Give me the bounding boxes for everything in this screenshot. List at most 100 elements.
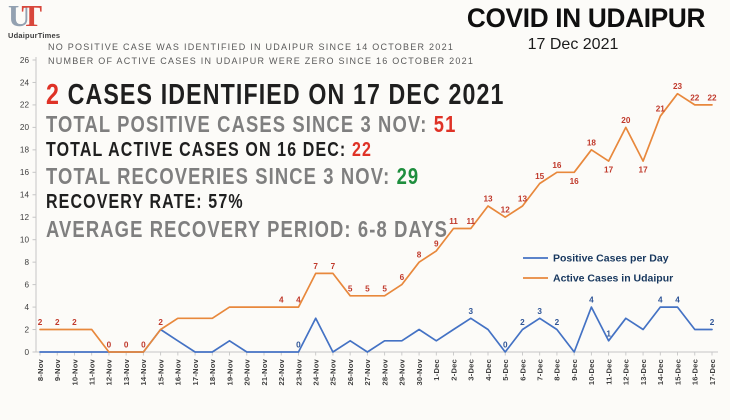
- data-label: 2: [555, 318, 560, 327]
- stat-total-positive-text: TOTAL POSITIVE CASES SINCE 3 NOV:: [46, 111, 434, 137]
- x-tick-label: 16-Dec: [691, 359, 700, 385]
- logo-letter-u: U: [8, 0, 31, 33]
- stat-recovery-period-text: AVERAGE RECOVERY PERIOD: 6-8 DAYS: [46, 216, 448, 242]
- data-label: 20: [621, 116, 631, 125]
- data-label: 15: [535, 172, 545, 181]
- stat-recovery-rate-text: RECOVERY RATE: 57%: [46, 191, 244, 213]
- stats-block: 2 CASES IDENTIFIED ON 17 DEC 2021 TOTAL …: [46, 79, 619, 244]
- stat-total-positive-value: 51: [433, 111, 457, 137]
- y-tick-label: 24: [20, 78, 30, 87]
- x-tick-label: 12-Dec: [622, 359, 631, 385]
- data-label: 13: [518, 195, 528, 204]
- note-line-2: NUMBER OF ACTIVE CASES IN UDAIPUR WERE Z…: [48, 56, 475, 66]
- data-label: 5: [365, 284, 370, 293]
- data-label: 16: [570, 177, 580, 186]
- data-label: 9: [434, 239, 439, 248]
- data-label: 2: [710, 318, 715, 327]
- data-label: 7: [313, 262, 318, 271]
- x-tick-label: 8-Dec: [553, 359, 562, 381]
- data-label: 2: [520, 318, 525, 327]
- stat-total-active-text: TOTAL ACTIVE CASES ON 16 DEC:: [46, 139, 352, 161]
- x-tick-label: 15-Nov: [156, 358, 165, 385]
- data-label: 4: [296, 296, 301, 305]
- x-tick-label: 11-Nov: [87, 358, 96, 385]
- data-label: 4: [279, 296, 284, 305]
- y-tick-label: 18: [20, 146, 30, 155]
- y-tick-label: 22: [20, 101, 30, 110]
- data-label: 2: [72, 318, 77, 327]
- y-tick-label: 8: [24, 258, 29, 267]
- data-label: 0: [141, 341, 146, 350]
- x-tick-label: 13-Dec: [639, 359, 648, 385]
- y-tick-label: 14: [20, 191, 30, 200]
- x-tick-label: 2-Dec: [449, 359, 458, 381]
- y-tick-label: 10: [20, 235, 30, 244]
- positive-cases-labels: 0 3 0 2 3 2 4 1 4 4 2: [296, 296, 715, 350]
- y-tick-label: 4: [24, 303, 29, 312]
- stat-recovery-period: AVERAGE RECOVERY PERIOD: 6-8 DAYS: [46, 215, 619, 244]
- data-label: 0: [124, 341, 129, 350]
- x-tick-label: 7-Dec: [535, 359, 544, 381]
- data-label: 2: [55, 318, 60, 327]
- y-tick-label: 2: [24, 325, 29, 334]
- y-tick-label: 0: [24, 348, 29, 357]
- x-axis-labels: 8-Nov 9-Nov 10-Nov 11-Nov 12-Nov 13-Nov 14-Nov…: [36, 352, 717, 386]
- x-tick-label: 27-Nov: [363, 358, 372, 385]
- headline-cases-value: 2: [46, 79, 61, 111]
- data-label: 4: [675, 296, 680, 305]
- x-tick-label: 22-Nov: [277, 358, 286, 385]
- data-label: 6: [400, 273, 405, 282]
- x-tick-label: 1-Dec: [432, 359, 441, 381]
- x-tick-label: 8-Nov: [36, 358, 45, 381]
- x-tick-label: 26-Nov: [346, 358, 355, 385]
- stat-total-recoveries-text: TOTAL RECOVERIES SINCE 3 NOV:: [46, 163, 397, 189]
- x-tick-label: 18-Nov: [208, 358, 217, 385]
- stat-total-positive: TOTAL POSITIVE CASES SINCE 3 NOV: 51: [46, 111, 619, 138]
- x-tick-label: 24-Nov: [311, 358, 320, 385]
- x-tick-label: 5-Dec: [501, 359, 510, 381]
- stat-total-recoveries-value: 29: [396, 163, 420, 189]
- data-label: 0: [503, 341, 508, 350]
- data-label: 5: [348, 284, 353, 293]
- x-tick-label: 6-Dec: [518, 359, 527, 381]
- data-label: 11: [466, 217, 475, 226]
- x-tick-label: 3-Dec: [467, 359, 476, 381]
- data-label: 11: [449, 217, 458, 226]
- x-tick-label: 13-Nov: [122, 358, 131, 385]
- data-label: 2: [38, 318, 43, 327]
- data-label: 23: [673, 82, 683, 91]
- data-label: 2: [158, 318, 163, 327]
- x-tick-label: 17-Dec: [708, 359, 717, 385]
- notes-block: NO POSITIVE CASE WAS IDENTIFIED IN UDAIP…: [48, 40, 474, 68]
- data-label: 22: [690, 93, 700, 102]
- x-tick-label: 15-Dec: [673, 359, 682, 385]
- legend-label: Active Cases in Udaipur: [553, 273, 673, 285]
- data-label: 17: [639, 166, 649, 175]
- x-tick-label: 30-Nov: [415, 358, 424, 385]
- x-tick-label: 10-Dec: [587, 359, 596, 385]
- logo-monogram: UT: [8, 0, 60, 31]
- logo-letter-t: T: [21, 0, 43, 33]
- page-title: COVID IN UDAIPUR: [466, 3, 706, 33]
- data-label: 4: [658, 296, 663, 305]
- stat-total-active-value: 22: [351, 139, 372, 161]
- x-tick-label: 12-Nov: [105, 358, 114, 385]
- x-tick-label: 14-Dec: [656, 359, 665, 385]
- x-tick-label: 28-Nov: [380, 358, 389, 385]
- stat-recovery-rate: RECOVERY RATE: 57%: [46, 190, 619, 215]
- x-tick-label: 23-Nov: [294, 358, 303, 385]
- stat-total-recoveries: TOTAL RECOVERIES SINCE 3 NOV: 29: [46, 163, 619, 190]
- data-label: 3: [537, 307, 542, 316]
- data-label: 17: [604, 166, 614, 175]
- x-tick-label: 20-Nov: [243, 358, 252, 385]
- x-tick-label: 10-Nov: [70, 358, 79, 385]
- x-tick-label: 14-Nov: [139, 358, 148, 385]
- logo-subtitle: UdaipurTimes: [8, 31, 61, 40]
- y-tick-label: 16: [20, 168, 30, 177]
- y-tick-label: 26: [20, 56, 30, 65]
- x-tick-label: 29-Nov: [398, 358, 407, 385]
